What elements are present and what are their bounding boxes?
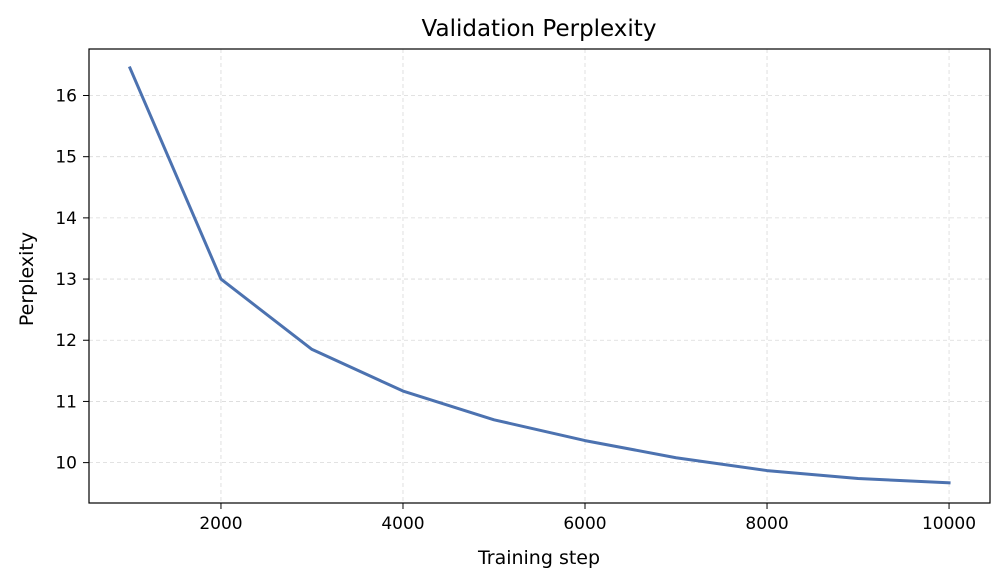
data-point [492, 418, 496, 421]
y-tick-label: 11 [55, 392, 77, 412]
grid-layer [89, 49, 990, 503]
y-tick-label: 14 [55, 209, 77, 229]
x-tick-label: 4000 [381, 514, 424, 534]
data-point [765, 469, 769, 472]
x-tick-label: 6000 [563, 514, 606, 534]
y-tick-label: 15 [55, 148, 77, 168]
y-tick-label: 13 [55, 270, 77, 290]
plot-frame [88, 48, 991, 504]
y-tick-label: 10 [55, 454, 77, 474]
x-tick-label: 10000 [922, 514, 976, 534]
series-line [127, 65, 951, 485]
data-point [401, 389, 405, 393]
x-tick-label: 8000 [745, 514, 788, 534]
series-layer [127, 65, 951, 485]
data-point [674, 456, 678, 459]
data-point [947, 481, 951, 485]
y-tick-label: 16 [55, 87, 77, 107]
data-point [310, 348, 314, 351]
data-point [219, 277, 223, 281]
data-point [583, 439, 587, 442]
data-point [128, 66, 132, 70]
data-point [856, 477, 860, 480]
y-axis-label: Perplexity [16, 232, 38, 326]
y-tick-label: 12 [55, 331, 77, 351]
x-tick-label: 2000 [199, 514, 242, 534]
x-axis-label: Training step [477, 547, 600, 569]
chart-title: Validation Perplexity [422, 16, 657, 42]
tick-layer: 2000 4000 6000 8000 10000 10 11 12 13 14 15 16 [55, 87, 976, 534]
